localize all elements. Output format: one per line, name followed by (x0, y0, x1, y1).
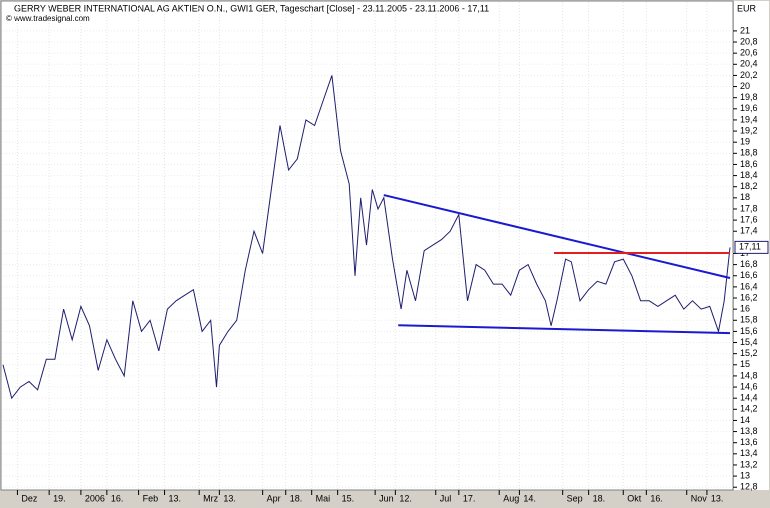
y-tick-label: 17,6 (740, 214, 758, 224)
y-tick-label: 14,4 (740, 393, 758, 403)
x-tick-label: Okt (627, 493, 642, 503)
y-tick-label: 17,8 (740, 203, 758, 213)
x-tick-label: 12. (399, 493, 412, 503)
y-tick-label: 18,2 (740, 181, 758, 191)
x-tick-label: 16. (650, 493, 663, 503)
y-tick-label: 16,8 (740, 259, 758, 269)
x-tick-label: 17. (463, 493, 476, 503)
x-tick-label: 13. (223, 493, 236, 503)
y-tick-label: 19 (740, 137, 750, 147)
y-tick-label: 20 (740, 81, 750, 91)
y-tick-label: 20,2 (740, 70, 758, 80)
y-tick-label: 17,4 (740, 226, 758, 236)
y-tick-label: 14,6 (740, 381, 758, 391)
y-tick-label: 13,4 (740, 448, 758, 458)
trend-line (383, 194, 731, 279)
x-tick-label: Mrz (203, 493, 218, 503)
y-tick-label: 20,4 (740, 59, 758, 69)
y-tick-label: 18 (740, 192, 750, 202)
y-tick-label: 19,2 (740, 125, 758, 135)
y-tick-label: 13,8 (740, 426, 758, 436)
y-tick-label: 16,2 (740, 292, 758, 302)
y-tick-label: 21 (740, 25, 750, 35)
y-tick-label: 13 (740, 470, 750, 480)
x-tick-label: 2006 (85, 493, 105, 503)
y-tick-label: 19,8 (740, 92, 758, 102)
x-tick-label: 15. (342, 493, 355, 503)
plot-area (0, 0, 734, 491)
source: © www.tradesignal.com (6, 14, 90, 23)
x-tick-label: Sep (567, 493, 583, 503)
y-tick-label: 20,6 (740, 48, 758, 58)
x-tick-label: 18. (290, 493, 303, 503)
y-tick-label: 18,4 (740, 170, 758, 180)
x-tick-label: Aug (503, 493, 519, 503)
x-tick-label: 14. (523, 493, 536, 503)
x-tick-label: 16. (111, 493, 124, 503)
x-tick-label: Feb (143, 493, 159, 503)
x-tick-label: Dez (21, 493, 38, 503)
y-tick-label: 14,8 (740, 370, 758, 380)
last-value-label: 17,11 (739, 242, 761, 252)
last-value-box (734, 240, 769, 254)
y-tick-label: 19,4 (740, 114, 758, 124)
y-tick-label: 19,6 (740, 103, 758, 113)
y-unit: EUR (737, 3, 757, 13)
y-tick-label: 15,8 (740, 315, 758, 325)
x-tick-label: Jul (440, 493, 452, 503)
y-tick-label: 15,4 (740, 337, 758, 347)
price-line (2, 75, 731, 400)
y-tick-label: 15,6 (740, 326, 758, 336)
y-tick-label: 15 (740, 359, 750, 369)
x-tick-label: Apr (267, 493, 281, 503)
x-tick-label: 19. (53, 493, 66, 503)
y-tick-label: 14 (740, 415, 750, 425)
y-tick-label: 20,8 (740, 36, 758, 46)
x-tick-label: 18. (593, 493, 606, 503)
y-tick-label: 16,4 (740, 281, 758, 291)
y-tick-label: 15,2 (740, 348, 758, 358)
y-tick-label: 14,2 (740, 404, 758, 414)
x-tick-label: Jun (379, 493, 394, 503)
trend-line (398, 324, 731, 335)
y-tick-label: 13,6 (740, 437, 758, 447)
y-tick-label: 18,8 (740, 148, 758, 158)
y-tick-label: 13,2 (740, 459, 758, 469)
y-tick-label: 12,8 (740, 482, 758, 492)
y-tick-label: 16 (740, 304, 750, 314)
x-tick-label: Nov (691, 493, 708, 503)
chart-title: GERRY WEBER INTERNATIONAL AG AKTIEN O.N.… (14, 3, 489, 13)
x-tick-label: Mai (316, 493, 331, 503)
y-tick-label: 16,6 (740, 270, 758, 280)
x-tick-label: 13. (711, 493, 724, 503)
y-tick-label: 18,6 (740, 159, 758, 169)
x-tick-label: 13. (169, 493, 182, 503)
